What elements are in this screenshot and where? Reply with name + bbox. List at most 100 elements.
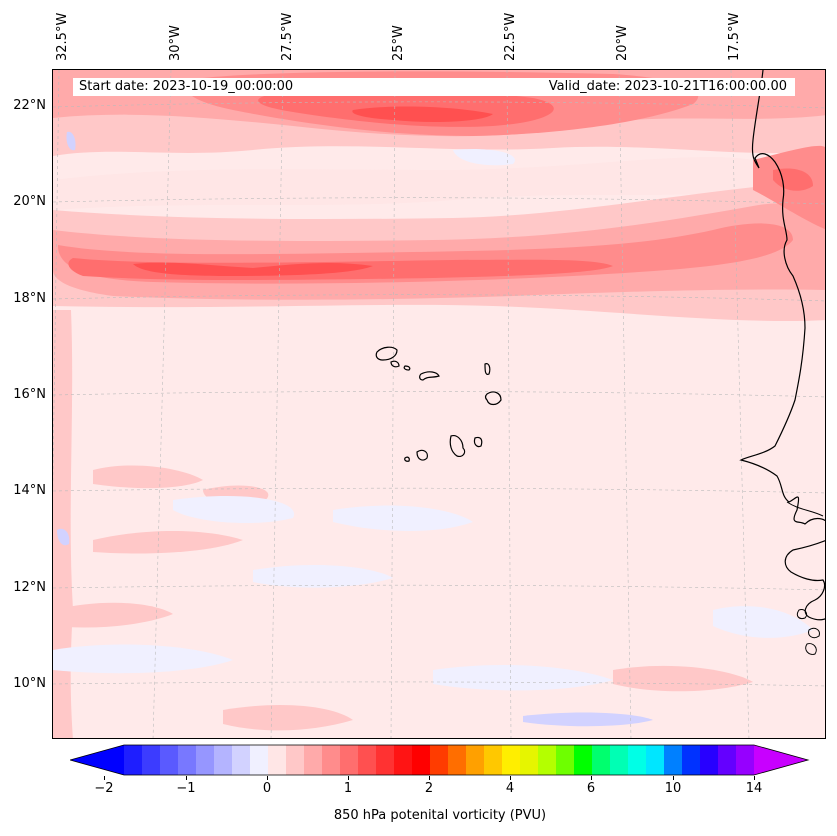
colorbar-tick-mark (673, 776, 674, 780)
latitude-label: 12°N (13, 580, 46, 595)
colorbar-cell (592, 745, 611, 775)
colorbar-extend-low (70, 745, 124, 775)
colorbar-tick-mark (104, 776, 105, 780)
latitude-label: 10°N (13, 676, 46, 691)
colorbar-cell (700, 745, 719, 775)
colorbar-tick-label: −1 (176, 781, 196, 796)
colorbar-cell (484, 745, 503, 775)
colorbar-cell (142, 745, 161, 775)
colorbar-cell (736, 745, 755, 775)
island-sal (484, 363, 491, 375)
island-santo-antao (375, 346, 398, 361)
pv-west-edge (53, 310, 73, 738)
latitude-label: 22°N (13, 98, 46, 113)
colorbar-extend-high (754, 745, 808, 775)
colorbar-cell (718, 745, 737, 775)
colorbar-tick-label: 0 (262, 781, 272, 796)
colorbar-cell (538, 745, 557, 775)
colorbar-tick-mark (591, 776, 592, 780)
neg-pv-patch-5 (433, 665, 613, 691)
colorbar-cell (574, 745, 593, 775)
pv-light-band-20n (53, 156, 753, 210)
pv-patch-6 (613, 665, 753, 692)
colorbar-cell (322, 745, 341, 775)
island-maio (473, 436, 483, 448)
graticule (53, 70, 825, 738)
colorbar-tick-label: 1 (343, 781, 353, 796)
neg-pv-patch-6 (713, 606, 813, 638)
island-sao-vicente (390, 360, 400, 368)
colorbar-tick-mark (267, 776, 268, 780)
colorbar-tick-mark (429, 776, 430, 780)
colorbar-outline (70, 744, 810, 776)
colorbar-cell (124, 745, 143, 775)
colorbar-tick-mark (510, 776, 511, 780)
longitude-label: 17.5°W (727, 12, 742, 61)
colorbar-cell (358, 745, 377, 775)
colorbar-cell (466, 745, 485, 775)
latitude-label: 20°N (13, 194, 46, 209)
colorbar (70, 744, 810, 776)
colorbar-tick-label: 4 (505, 781, 515, 796)
colorbar-title: 850 hPa potenital vorticity (PVU) (333, 808, 547, 823)
neg-pv-patch-2 (333, 505, 473, 532)
latitude-label: 16°N (13, 387, 46, 402)
longitude-label: 32.5°W (55, 12, 70, 61)
colorbar-cell (250, 745, 269, 775)
pv-band-north-peak (352, 106, 493, 122)
colorbar-tick-mark (348, 776, 349, 780)
island-sao-nicolau (419, 371, 440, 381)
island-brava (404, 456, 410, 462)
colorbar-cell (178, 745, 197, 775)
colorbar-tick-label: 14 (745, 781, 763, 796)
colorbar-tick-mark (754, 776, 755, 780)
african-coastline-south (784, 540, 825, 621)
island-santa-luzia (403, 365, 411, 371)
neg-pv-patch-7 (453, 148, 515, 166)
neg-pv-patch-3 (253, 564, 393, 588)
colorbar-tick-label: 6 (586, 781, 596, 796)
colorbar-cell (214, 745, 233, 775)
longitude-label: 20°W (615, 25, 630, 61)
colorbar-cell (286, 745, 305, 775)
colorbar-tick-label: −2 (94, 781, 114, 796)
latitude-label: 14°N (13, 483, 46, 498)
neg-pv-patch-8 (523, 712, 653, 727)
colorbar-cell (304, 745, 323, 775)
cape-verde-islands (375, 346, 502, 462)
neg-pv-patch-10 (66, 131, 76, 151)
colorbar-cell (376, 745, 395, 775)
colorbar-cell (196, 745, 215, 775)
island-boa-vista (484, 391, 502, 406)
pv-contour-map (53, 70, 825, 738)
longitude-label: 27.5°W (280, 12, 295, 61)
colorbar-cell (682, 745, 701, 775)
longitude-label: 25°W (391, 25, 406, 61)
colorbar-cell (430, 745, 449, 775)
colorbar-cell (610, 745, 629, 775)
date-info-box: Start date: 2023-10-19_00:00:00 Valid_da… (73, 78, 795, 96)
pv-patch-5 (223, 705, 353, 731)
colorbar-cell (502, 745, 521, 775)
pv-patch-3 (93, 530, 243, 554)
longitude-label: 22.5°W (503, 12, 518, 61)
colorbar-cell (412, 745, 431, 775)
neg-pv-patch-4 (53, 644, 233, 674)
colorbar-cell (160, 745, 179, 775)
longitude-label: 30°W (168, 25, 183, 61)
colorbar-cell (448, 745, 467, 775)
island-fogo (416, 449, 428, 461)
african-coastline (739, 70, 825, 525)
valid-date-text: Valid_date: 2023-10-21T16:00:00.00 (548, 79, 787, 94)
neg-pv-patch-9 (57, 528, 70, 546)
coast-gambia-inlet (786, 501, 824, 517)
latitude-label: 18°N (13, 291, 46, 306)
pv-band-18n-peak (133, 262, 373, 276)
pv-patch-4 (53, 602, 173, 628)
colorbar-cell (340, 745, 359, 775)
colorbar-tick-label: 10 (664, 781, 682, 796)
start-date-text: Start date: 2023-10-19_00:00:00 (79, 79, 294, 94)
colorbar-cell (556, 745, 575, 775)
colorbar-cell (520, 745, 539, 775)
colorbar-tick-label: 2 (424, 781, 434, 796)
